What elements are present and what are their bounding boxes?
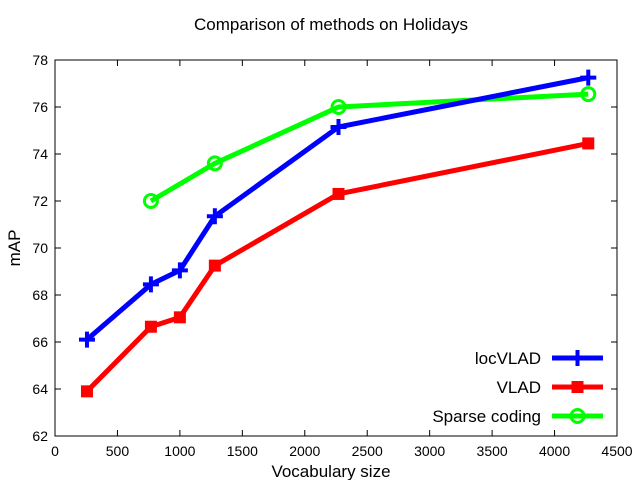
x-tick-label: 0 — [51, 443, 59, 459]
y-tick-label: 74 — [32, 146, 48, 162]
data-point-locvlad — [142, 276, 159, 293]
data-point-sparse-coding — [580, 86, 597, 103]
x-tick-label: 4500 — [601, 443, 632, 459]
x-tick-label: 1000 — [164, 443, 195, 459]
data-point-vlad — [582, 137, 595, 150]
x-tick-label: 1500 — [227, 443, 258, 459]
data-point-sparse-coding — [330, 99, 347, 115]
plot-frame — [54, 59, 618, 437]
x-tick-label: 2500 — [352, 443, 383, 459]
data-point-sparse-coding — [142, 193, 159, 209]
x-tick-label: 2000 — [289, 443, 320, 459]
legend: locVLAD VLAD Sparse coding — [432, 349, 603, 426]
chart-title: Comparison of methods on Holidays — [194, 15, 468, 34]
y-tick-label: 70 — [32, 240, 48, 256]
legend-marker-locvlad — [569, 350, 586, 366]
data-point-locvlad — [330, 118, 347, 135]
data-point-vlad — [208, 259, 221, 272]
series-locvlad — [78, 69, 597, 348]
data-point-vlad — [80, 385, 93, 398]
series-line-locvlad — [85, 75, 589, 342]
y-tick-label: 68 — [32, 287, 48, 303]
data-point-vlad — [144, 320, 157, 333]
series-line-sparse-coding — [149, 91, 589, 204]
x-tick-label: 3500 — [477, 443, 508, 459]
x-tick-label: 500 — [106, 443, 130, 459]
series-vlad — [80, 137, 595, 398]
data-point-locvlad — [580, 69, 597, 86]
y-tick-label: 78 — [32, 52, 48, 68]
legend-label-locvlad: locVLAD — [475, 349, 541, 368]
legend-label-sparse-coding: Sparse coding — [432, 407, 541, 426]
data-point-locvlad — [171, 262, 188, 279]
y-tick-label: 66 — [32, 334, 48, 350]
series-layer — [78, 69, 597, 398]
legend-marker-vlad — [571, 381, 584, 393]
data-point-sparse-coding — [206, 155, 223, 172]
data-point-locvlad — [78, 331, 95, 348]
x-axis-label: Vocabulary size — [271, 462, 390, 480]
legend-marker-sparse-coding — [569, 408, 586, 424]
axis-ticks: 0 500 1000 1500 2000 2500 3000 3500 4000 4500 62 64… — [32, 52, 632, 459]
y-tick-label: 64 — [32, 381, 48, 397]
y-axis-label: mAP — [5, 230, 24, 267]
data-point-locvlad — [206, 208, 223, 225]
series-line-vlad — [85, 140, 589, 394]
legend-label-vlad: VLAD — [497, 378, 541, 397]
data-point-vlad — [173, 311, 186, 324]
y-tick-label: 62 — [32, 428, 48, 444]
data-point-vlad — [332, 187, 345, 200]
x-tick-label: 3000 — [414, 443, 445, 459]
x-tick-label: 4000 — [539, 443, 570, 459]
y-tick-label: 76 — [32, 99, 48, 115]
y-tick-label: 72 — [32, 193, 48, 209]
